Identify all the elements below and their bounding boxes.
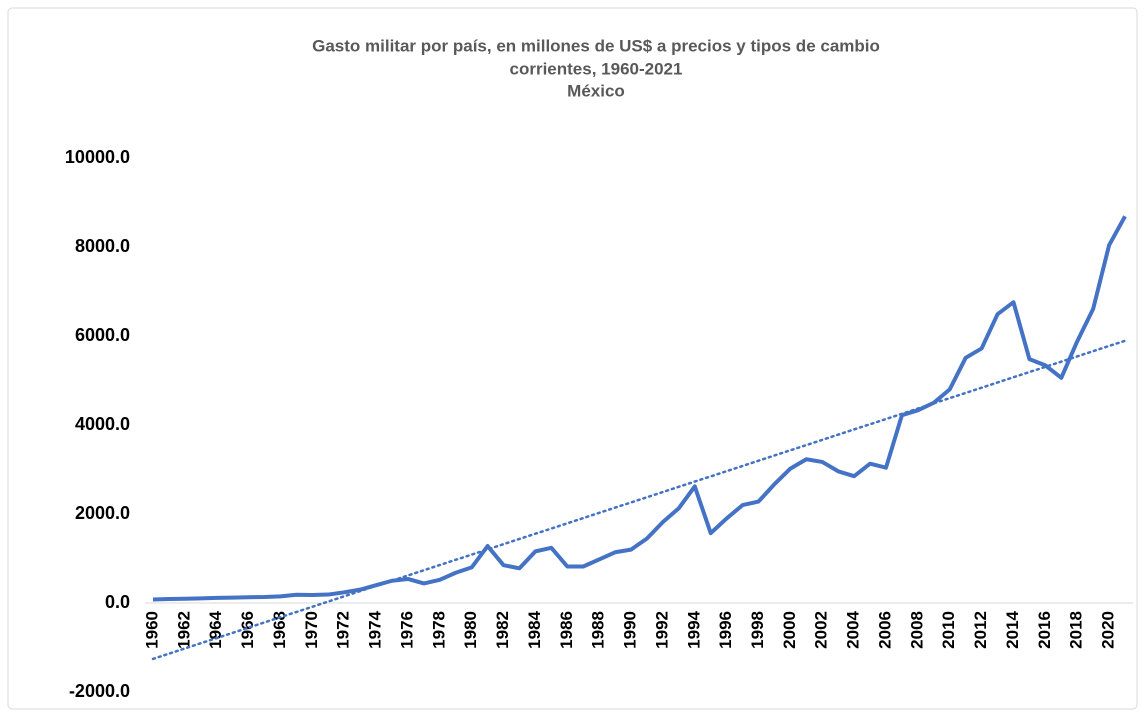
x-tick-label: 1966 [238, 611, 257, 649]
y-tick-label: 10000.0 [65, 147, 130, 167]
x-tick-label: 1964 [206, 610, 225, 648]
x-tick-label: 2018 [1067, 611, 1086, 649]
x-tick-label: 1972 [334, 611, 353, 649]
y-tick-label: -2000.0 [69, 681, 130, 701]
y-tick-label: 8000.0 [75, 236, 130, 256]
x-tick-label: 1996 [716, 611, 735, 649]
x-tick-label: 2010 [939, 611, 958, 649]
y-tick-label: 6000.0 [75, 325, 130, 345]
x-tick-label: 2012 [971, 611, 990, 649]
x-tick-label: 2016 [1035, 611, 1054, 649]
x-tick-label: 1960 [142, 611, 161, 649]
x-tick-label: 2020 [1099, 611, 1118, 649]
x-tick-label: 1990 [621, 611, 640, 649]
data-line [152, 215, 1127, 602]
x-tick-label: 1978 [429, 611, 448, 649]
y-tick-label: 2000.0 [75, 503, 130, 523]
x-tick-label: 1988 [589, 611, 608, 649]
y-tick-label: 0.0 [105, 592, 130, 612]
x-tick-label: 1994 [684, 610, 703, 648]
y-tick-label: 4000.0 [75, 414, 130, 434]
x-tick-label: 2002 [812, 611, 831, 649]
trend-line [151, 339, 1127, 661]
chart-title: Gasto militar por país, en millones de U… [312, 36, 880, 55]
chart-frame [7, 7, 1138, 710]
x-tick-label: 1992 [652, 611, 671, 649]
x-tick-label: 1976 [397, 611, 416, 649]
chart-title: México [567, 81, 625, 100]
x-tick-label: 1982 [493, 611, 512, 649]
x-tick-label: 2006 [875, 611, 894, 649]
x-tick-label: 1970 [302, 611, 321, 649]
x-tick-label: 1986 [557, 611, 576, 649]
x-tick-label: 2008 [907, 611, 926, 649]
x-tick-label: 1980 [461, 611, 480, 649]
chart-title: corrientes, 1960-2021 [510, 59, 683, 78]
x-tick-label: 1974 [366, 610, 385, 648]
x-tick-label: 1998 [748, 611, 767, 649]
x-tick-label: 2004 [844, 610, 863, 648]
x-tick-label: 1984 [525, 610, 544, 648]
x-tick-label: 1962 [174, 611, 193, 649]
x-tick-label: 2014 [1003, 610, 1022, 648]
x-tick-label: 2000 [780, 611, 799, 649]
x-tick-label: 1968 [270, 611, 289, 649]
